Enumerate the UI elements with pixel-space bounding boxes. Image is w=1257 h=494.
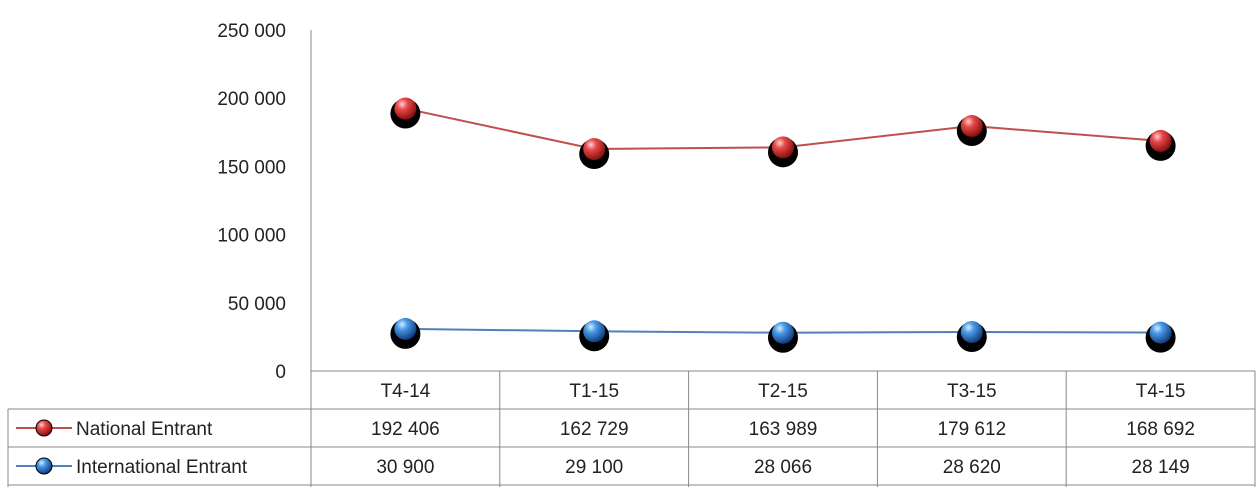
y-tick-label: 100 000 bbox=[217, 226, 286, 247]
data-point bbox=[1149, 321, 1172, 344]
table-cell-value: 162 729 bbox=[560, 419, 629, 440]
y-tick-label: 150 000 bbox=[217, 157, 286, 178]
table-cell-value: 28 620 bbox=[943, 457, 1001, 478]
legend-label: International Entrant bbox=[76, 457, 248, 478]
category-label: T1-15 bbox=[569, 381, 619, 402]
category-label: T4-14 bbox=[381, 381, 431, 402]
data-point bbox=[394, 97, 417, 120]
category-label: T3-15 bbox=[947, 381, 997, 402]
table-cell-value: 168 692 bbox=[1126, 419, 1195, 440]
y-tick-label: 250 000 bbox=[217, 21, 286, 42]
y-tick-label: 200 000 bbox=[217, 89, 286, 110]
data-table: T4-14 T1-15 T2-15 T3-15 T4-15 National Entran… bbox=[7, 370, 1256, 487]
series-layer bbox=[390, 97, 1176, 353]
legend-marker bbox=[35, 419, 53, 437]
category-label: T2-15 bbox=[758, 381, 808, 402]
data-point bbox=[772, 321, 794, 344]
y-tick-label: 0 bbox=[275, 362, 286, 383]
table-cell-value: 29 100 bbox=[565, 457, 623, 478]
data-point bbox=[583, 138, 606, 161]
table-cell-value: 179 612 bbox=[937, 419, 1006, 440]
table-cell-value: 30 900 bbox=[376, 457, 434, 478]
y-tick-label: 50 000 bbox=[228, 294, 286, 315]
data-point bbox=[960, 115, 983, 138]
data-point bbox=[583, 320, 606, 343]
table-cell-value: 192 406 bbox=[371, 419, 440, 440]
axis-layer: 0 50 000 100 000 150 000 200 000 250 000 bbox=[217, 21, 312, 383]
table-cell-value: 28 149 bbox=[1132, 457, 1190, 478]
table-cell-value: 163 989 bbox=[749, 419, 818, 440]
category-label: T4-15 bbox=[1136, 381, 1186, 402]
data-point bbox=[1149, 129, 1172, 152]
legend-label: National Entrant bbox=[76, 419, 213, 440]
data-point bbox=[772, 136, 794, 159]
table-cell-value: 28 066 bbox=[754, 457, 812, 478]
data-point bbox=[960, 320, 983, 343]
data-point bbox=[394, 317, 417, 340]
legend-marker bbox=[35, 457, 53, 475]
